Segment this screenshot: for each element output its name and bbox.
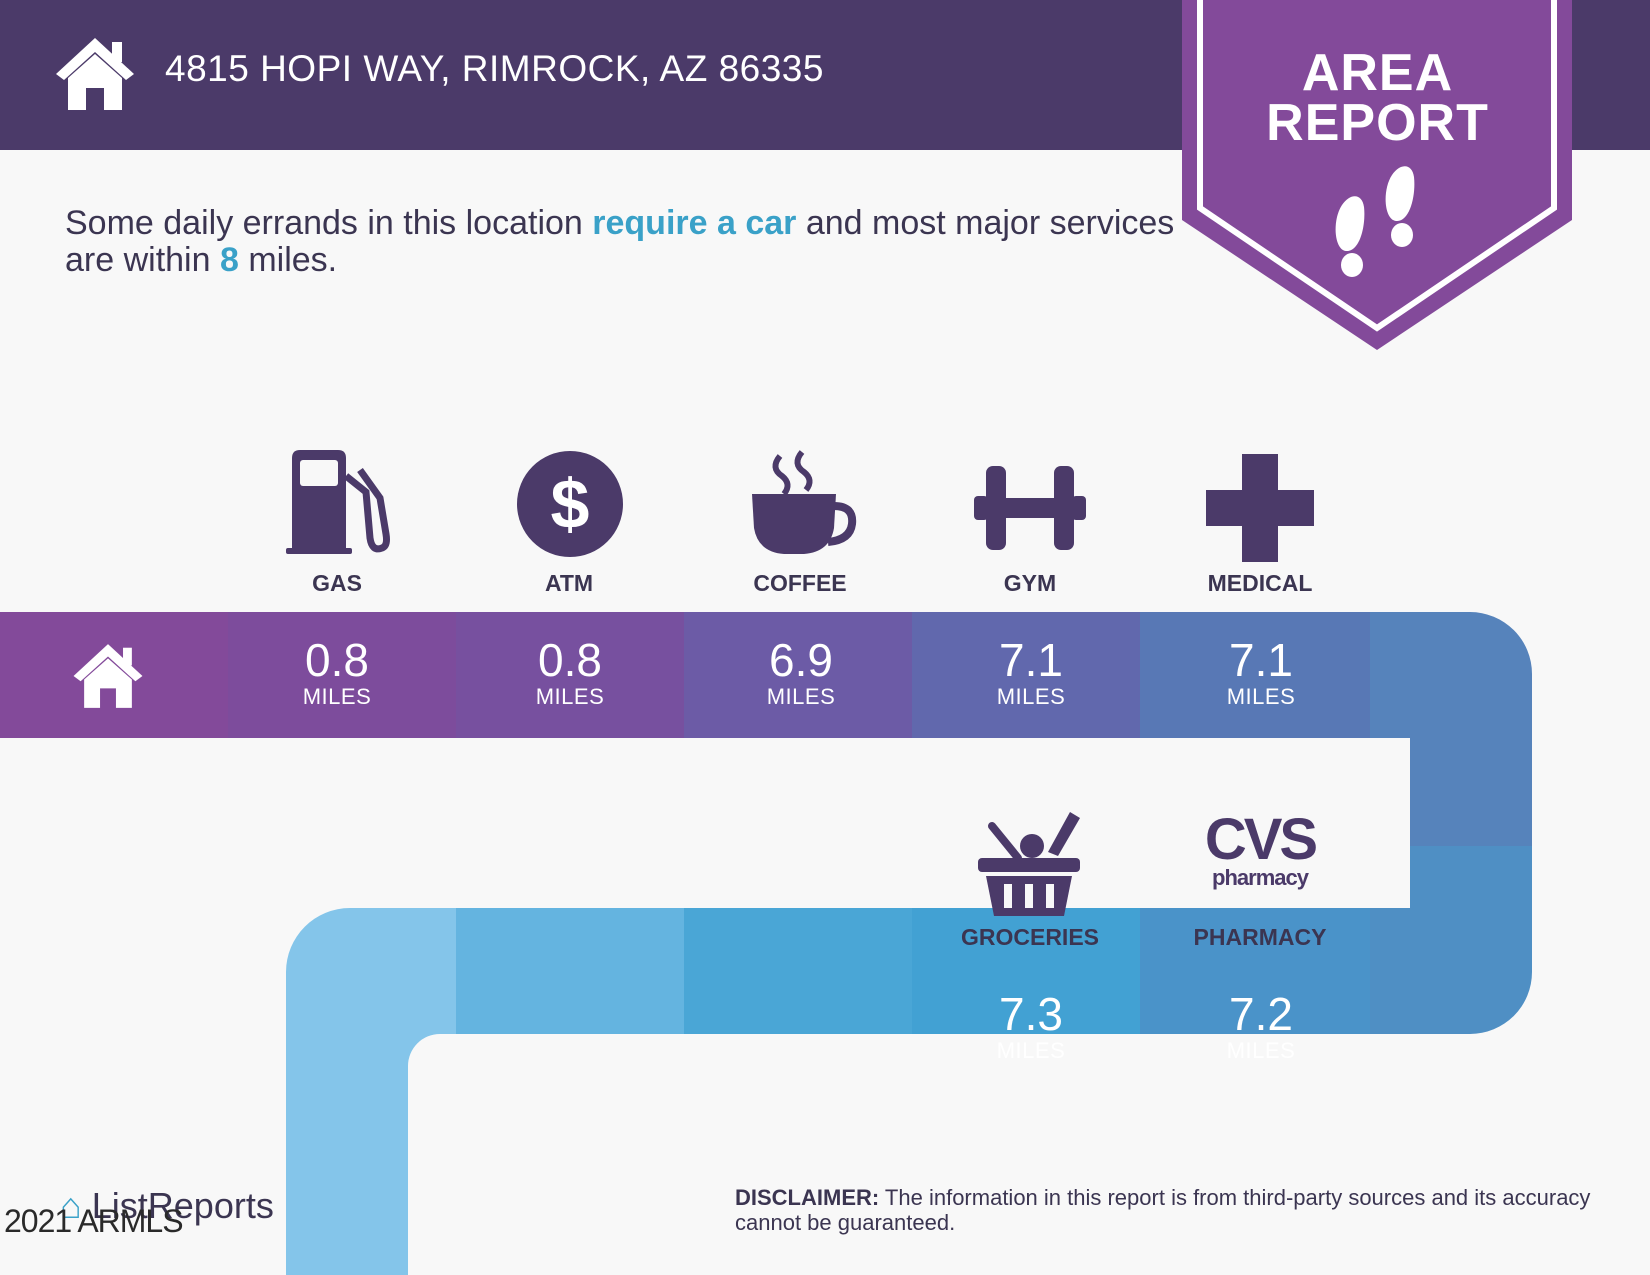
disclaimer: DISCLAIMER: The information in this repo…: [735, 1185, 1595, 1235]
gym-distance: 7.1 MILES: [917, 636, 1145, 710]
cvs-logo-sub: pharmacy: [1212, 865, 1309, 890]
medical-distance-value: 7.1: [1229, 634, 1293, 686]
route-band: [0, 612, 1532, 1275]
gas-distance: 0.8 MILES: [223, 636, 451, 710]
gym-distance-unit: MILES: [996, 684, 1066, 709]
atm-distance-value: 0.8: [538, 634, 602, 686]
gym-distance-value: 7.1: [999, 634, 1063, 686]
svg-text:$: $: [551, 465, 590, 543]
badge-title: AREA REPORT: [1190, 44, 1565, 152]
listreports-brand: ⌂ ListReports: [60, 1185, 274, 1227]
summary-part-3: miles.: [238, 241, 338, 279]
listreports-logo-icon: ⌂: [60, 1185, 82, 1226]
brand-name: ListReports: [91, 1185, 274, 1226]
atm-distance: 0.8 MILES: [456, 636, 684, 710]
summary-part-1: Some daily errands in this location: [65, 204, 593, 242]
pharmacy-distance-unit: MILES: [1226, 1038, 1296, 1063]
summary-highlight: require a car: [592, 204, 797, 242]
gas-pump-icon: [286, 450, 390, 554]
cvs-logo-main: CVS: [1204, 807, 1318, 872]
summary-text: Some daily errands in this location requ…: [65, 205, 1185, 279]
disclaimer-title: DISCLAIMER:: [735, 1185, 880, 1210]
footprints-icon: [1335, 166, 1415, 277]
medical-cross-icon: [1206, 454, 1314, 562]
area-report-badge: [1182, 0, 1572, 350]
house-icon: [56, 38, 134, 110]
category-coffee-label: COFFEE: [753, 570, 847, 596]
category-atm-label: ATM: [544, 570, 594, 596]
badge-line-1: AREA: [1301, 44, 1454, 102]
pharmacy-distance-value: 7.2: [1229, 988, 1293, 1040]
category-pharmacy-label: PHARMACY: [1193, 924, 1327, 950]
gas-distance-value: 0.8: [305, 634, 369, 686]
medical-distance-unit: MILES: [1226, 684, 1296, 709]
dollar-icon: $: [517, 451, 623, 557]
medical-distance: 7.1 MILES: [1147, 636, 1375, 710]
pharmacy-distance: 7.2 MILES: [1147, 990, 1375, 1064]
grocery-basket-icon: [978, 812, 1080, 916]
atm-distance-unit: MILES: [535, 684, 605, 709]
property-address: 4815 HOPI WAY, RIMROCK, AZ 86335: [165, 48, 824, 89]
groceries-distance-value: 7.3: [999, 988, 1063, 1040]
groceries-distance-unit: MILES: [996, 1038, 1066, 1063]
coffee-cup-icon: [752, 450, 857, 554]
cvs-pharmacy-logo: CVS pharmacy: [1190, 807, 1330, 890]
home-start-icon: [73, 644, 143, 708]
coffee-distance-unit: MILES: [766, 684, 836, 709]
coffee-distance: 6.9 MILES: [687, 636, 915, 710]
category-medical-label: MEDICAL: [1207, 570, 1313, 596]
disclaimer-text: The information in this report is from t…: [735, 1185, 1591, 1235]
badge-line-2: REPORT: [1266, 94, 1489, 152]
copyright-watermark: 2021 ARMLS: [4, 1203, 184, 1239]
dumbbell-icon: [974, 466, 1086, 550]
gas-distance-unit: MILES: [302, 684, 372, 709]
category-gas-label: GAS: [312, 570, 362, 596]
category-gym-label: GYM: [1003, 570, 1057, 596]
summary-part-2: and most major services are within: [65, 204, 1175, 279]
groceries-distance: 7.3 MILES: [917, 990, 1145, 1064]
coffee-distance-value: 6.9: [769, 634, 833, 686]
summary-distance: 8: [219, 241, 239, 279]
category-groceries-label: GROCERIES: [960, 924, 1100, 950]
